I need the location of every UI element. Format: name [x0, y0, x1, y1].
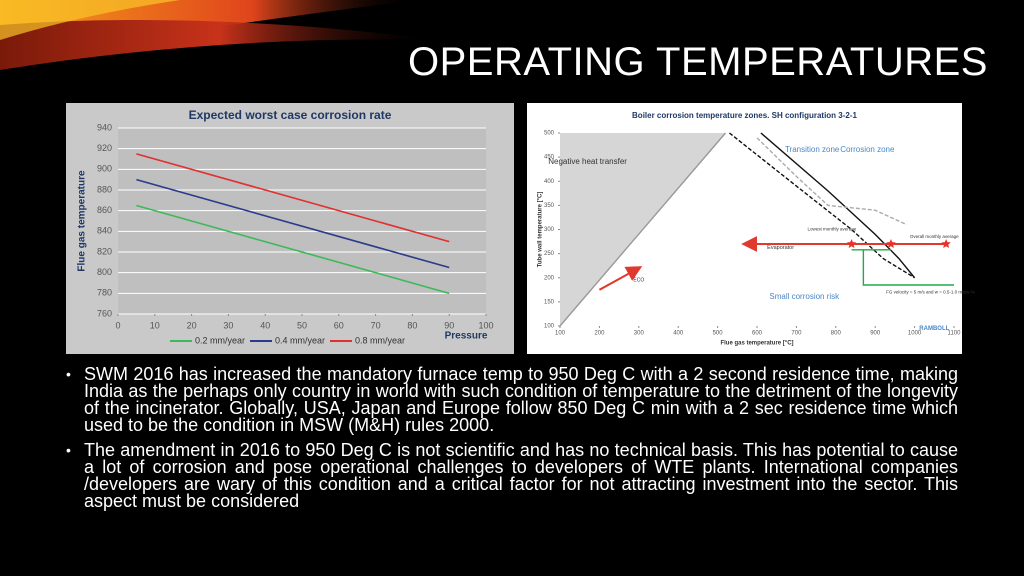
- annotation: Corrosion zone: [840, 145, 895, 154]
- x-tick-label: 90: [444, 320, 454, 330]
- x-tick-label: 70: [371, 320, 381, 330]
- annotation: FG velocity = 5 m/s and w = 0.5-1.0 mass…: [886, 289, 975, 294]
- star-point: [941, 238, 951, 249]
- x-tick-label: 100: [555, 331, 566, 337]
- y-tick-label: 760: [97, 308, 112, 318]
- y-tick-label: 840: [97, 226, 112, 236]
- y-tick-label: 100: [544, 324, 555, 330]
- annotation: ECO: [633, 277, 644, 283]
- x-tick-label: 100: [478, 320, 493, 330]
- x-tick-label: 400: [673, 331, 684, 337]
- y-tick-label: 900: [97, 164, 112, 174]
- x-tick-label: 700: [791, 331, 802, 337]
- x-tick-label: 10: [150, 320, 160, 330]
- y-tick-label: 450: [544, 155, 555, 161]
- annotation: Lowest monthly average: [807, 227, 856, 232]
- bullet: SWM 2016 has increased the mandatory fur…: [66, 365, 958, 434]
- series-line: [728, 132, 915, 279]
- slide-title: OPERATING TEMPERATURES: [408, 40, 988, 84]
- annotation: Transition zone: [785, 145, 840, 154]
- y-tick-label: 250: [544, 251, 555, 257]
- series-line: [862, 249, 954, 286]
- series-line: [756, 137, 908, 226]
- x-tick-label: 600: [752, 331, 763, 337]
- series-line: [136, 153, 450, 243]
- series-line: [559, 132, 727, 327]
- x-tick-label: 0: [115, 320, 120, 330]
- chart-title: Expected worst case corrosion rate: [189, 108, 392, 122]
- chart-title: Boiler corrosion temperature zones. SH c…: [632, 111, 857, 120]
- swoosh: [0, 0, 420, 60]
- series-line: [760, 132, 916, 279]
- annotation: RAMBOLL: [919, 326, 949, 332]
- bullets: SWM 2016 has increased the mandatory fur…: [66, 365, 958, 518]
- x-tick-label: 300: [634, 331, 645, 337]
- y-tick-label: 860: [97, 205, 112, 215]
- star-point: [886, 238, 896, 249]
- y-tick-label: 200: [544, 275, 555, 281]
- y-axis-label: Flue gas temperature: [77, 170, 88, 272]
- y-tick-label: 920: [97, 143, 112, 153]
- legend-label: 0.4 mm/year: [275, 335, 325, 345]
- series-line: [136, 178, 450, 269]
- series-line: [598, 266, 643, 291]
- x-tick-label: 800: [831, 331, 842, 337]
- swoosh: [0, 0, 180, 40]
- legend-label: 0.8 mm/year: [355, 335, 405, 345]
- y-tick-label: 780: [97, 288, 112, 298]
- series-line: [136, 204, 450, 295]
- bullet: The amendment in 2016 to 950 Deg C is no…: [66, 441, 958, 510]
- x-tick-label: 200: [594, 331, 605, 337]
- y-axis-label: Tube wall temperature [°C]: [538, 192, 544, 268]
- legend-label: 0.2 mm/year: [195, 335, 245, 345]
- x-tick-label: 500: [713, 331, 724, 337]
- x-tick-label: 50: [297, 320, 307, 330]
- x-tick-label: 40: [260, 320, 270, 330]
- y-tick-label: 820: [97, 246, 112, 256]
- y-tick-label: 800: [97, 267, 112, 277]
- x-tick-label: 1000: [908, 331, 922, 337]
- x-axis-label: Flue gas temperature [°C]: [720, 341, 793, 347]
- x-tick-label: 30: [223, 320, 233, 330]
- y-tick-label: 500: [544, 131, 555, 137]
- x-tick-label: 60: [334, 320, 344, 330]
- annotation: Evaporator: [767, 245, 794, 251]
- y-tick-label: 400: [544, 179, 555, 185]
- swoosh: [0, 20, 440, 70]
- star-point: [846, 238, 857, 249]
- y-tick-label: 350: [544, 203, 555, 209]
- y-tick-label: 940: [97, 122, 112, 132]
- annotation: Overall monthly average: [910, 234, 959, 239]
- x-tick-label: 80: [407, 320, 417, 330]
- annotation: Negative heat transfer: [548, 157, 627, 166]
- x-tick-label: 1100: [948, 331, 962, 337]
- x-tick-label: 900: [870, 331, 881, 337]
- y-tick-label: 880: [97, 184, 112, 194]
- y-tick-label: 150: [544, 299, 555, 305]
- x-tick-label: 20: [187, 320, 197, 330]
- plot-area: [118, 128, 486, 314]
- x-axis-label: Pressure: [445, 331, 488, 342]
- annotation: Small corrosion risk: [769, 292, 840, 301]
- y-tick-label: 300: [544, 227, 555, 233]
